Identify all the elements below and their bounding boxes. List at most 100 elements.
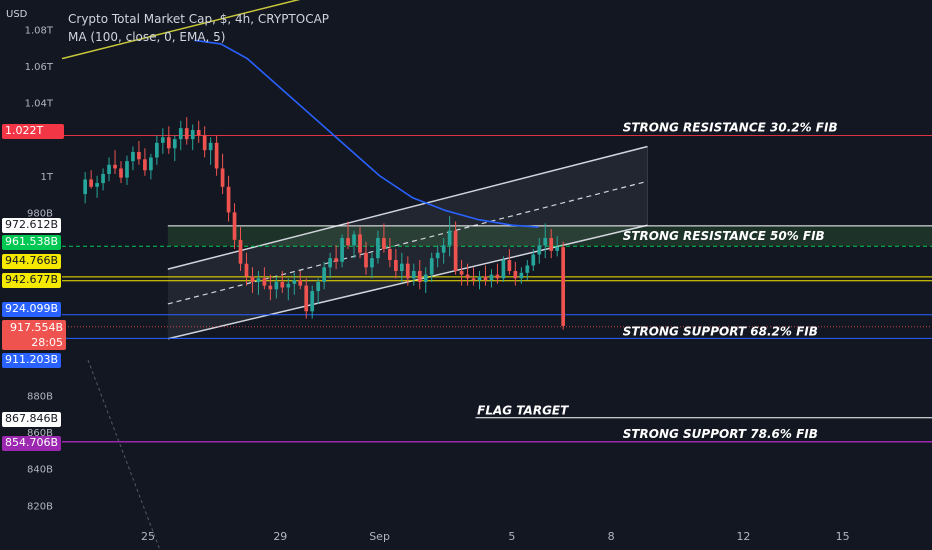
x-tick-label: 29 — [273, 530, 287, 543]
y-tick-label: 980B — [27, 208, 53, 219]
trendline — [61, 0, 301, 60]
candle-body — [370, 258, 374, 268]
candle-body — [513, 270, 518, 279]
candle-body — [388, 249, 392, 260]
candle-body — [543, 238, 548, 246]
channel-upper-line — [167, 145, 648, 270]
chart-title: Crypto Total Market Cap, $, 4h, CRYPTOCA… — [68, 12, 330, 26]
candle-body — [166, 137, 171, 149]
candle-body — [131, 151, 135, 162]
candle-body — [477, 276, 482, 281]
candle-body — [178, 128, 183, 140]
candle-body — [125, 161, 129, 178]
candle-body — [184, 128, 189, 140]
annotation-support-78: STRONG SUPPORT 78.6% FIB — [623, 427, 818, 441]
current-price-value: 917.554B — [9, 321, 63, 334]
candle-body — [507, 260, 512, 271]
candle-body — [358, 234, 362, 253]
candle-body — [334, 258, 338, 262]
price-badge-867: 867.846B — [2, 412, 62, 427]
ma-indicator-label: MA (100, close, 0, EMA, 5) — [68, 30, 226, 44]
y-tick-label: 1T — [41, 172, 54, 183]
annotation-flag-target: FLAG TARGET — [477, 404, 569, 418]
y-tick-label: 1.04T — [25, 99, 54, 110]
price-badge-924: 924.099B — [2, 302, 62, 317]
y-tick-label: 1.08T — [25, 25, 54, 36]
candle-body — [172, 139, 177, 149]
price-badge-961: 961.538B — [2, 235, 62, 250]
candle-body — [244, 263, 249, 277]
y-tick-label: 1.06T — [25, 62, 54, 73]
candle-body — [549, 238, 554, 251]
candle-body — [495, 274, 500, 279]
fib-extension-line — [87, 359, 161, 550]
candle-body — [447, 230, 452, 246]
candle-body — [316, 281, 321, 292]
candle-body — [220, 168, 225, 187]
price-badge-854: 854.706B — [2, 436, 62, 451]
candle-body — [113, 164, 117, 169]
x-tick-label: 5 — [508, 530, 515, 543]
candle-body — [268, 285, 273, 290]
candle-body — [238, 239, 243, 264]
candle-body — [107, 164, 111, 174]
chart-legend: Crypto Total Market Cap, $, 4h, CRYPTOCA… — [68, 10, 329, 46]
annotation-resistance-30: STRONG RESISTANCE 30.2% FIB — [623, 120, 838, 134]
candle-body — [214, 142, 219, 169]
candle-body — [155, 142, 159, 158]
candle-body — [471, 278, 476, 281]
candle-body — [399, 263, 404, 271]
candle-body — [525, 265, 530, 273]
candle-body — [537, 245, 542, 255]
candle-body — [435, 252, 440, 259]
candle-countdown: 28:05 — [31, 336, 63, 349]
candle-body — [274, 281, 279, 290]
candle-body — [149, 157, 153, 171]
candle-body — [459, 270, 464, 275]
candle-body — [501, 260, 506, 279]
candle-body — [364, 252, 368, 268]
candle-body — [298, 280, 303, 286]
candle-body — [280, 281, 285, 288]
ma-line — [194, 39, 539, 228]
x-tick-label: 8 — [608, 530, 615, 543]
candle-body — [310, 291, 315, 312]
y-tick-label: 840B — [27, 465, 53, 476]
price-badge-942: 942.677B — [2, 273, 62, 288]
annotation-resistance-50: STRONG RESISTANCE 50% FIB — [623, 229, 825, 243]
candle-body — [137, 151, 141, 160]
candle-body — [262, 278, 267, 286]
candle-body — [95, 183, 99, 187]
annotation-support-68: STRONG SUPPORT 68.2% FIB — [623, 324, 818, 338]
candle-body — [190, 130, 195, 140]
candle-body — [119, 168, 123, 178]
candle-body — [441, 245, 446, 253]
candle-body — [89, 179, 93, 187]
candle-body — [411, 270, 416, 279]
candle-body — [226, 186, 231, 213]
candle-body — [489, 274, 494, 281]
candle-body — [346, 238, 350, 246]
candle-body — [322, 267, 327, 282]
candle-body — [453, 230, 458, 271]
candle-body — [196, 130, 201, 136]
x-tick-label: 12 — [736, 530, 750, 543]
current-price-badge: 917.554B 28:05 — [2, 320, 66, 350]
candle-body — [465, 274, 470, 279]
candle-body — [555, 247, 560, 251]
candle-body — [340, 238, 344, 262]
candle-body — [101, 173, 105, 184]
candle-body — [202, 135, 207, 151]
candle-body — [208, 142, 213, 151]
x-tick-label: 15 — [836, 530, 850, 543]
candle-body — [376, 238, 380, 259]
currency-label: USD — [6, 9, 28, 20]
price-badge-resistance-top: 1.022T — [2, 124, 64, 139]
candle-body — [394, 260, 398, 271]
candle-body — [561, 247, 566, 326]
x-tick-label: Sep — [369, 530, 390, 543]
candle-body — [352, 234, 356, 246]
candle-body — [143, 159, 147, 171]
candle-body — [292, 280, 297, 284]
